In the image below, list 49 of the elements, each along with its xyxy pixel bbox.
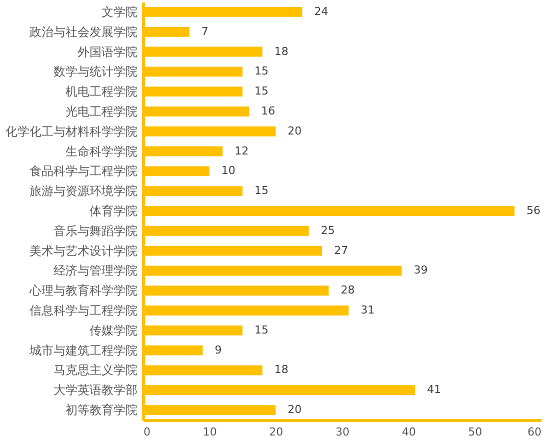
x-tick-label: 60 [528,426,542,438]
y-tick-label: 生命科学学院 [66,144,138,158]
y-tick-label: 政治与社会发展学院 [30,24,138,39]
data-label: 16 [261,104,276,118]
y-tick-label: 经济与管理学院 [54,264,138,278]
y-tick-label: 美术与艺术设计学院 [30,244,138,258]
y-tick-label: 心理与教育科学学院 [28,284,138,298]
y-tick-label: 文学院 [102,4,138,19]
y-tick-label: 食品科学与工程学院 [30,164,138,178]
y-tick-label: 外国语学院 [78,44,138,59]
data-label: 12 [234,144,249,158]
data-label: 15 [254,84,268,98]
data-label: 15 [254,64,268,78]
y-tick-label: 信息科学与工程学院 [30,304,138,318]
y-tick-label: 光电工程学院 [66,104,138,118]
data-label: 27 [334,244,348,257]
y-tick-label: 初等教育学院 [66,403,138,418]
data-label: 56 [526,204,540,217]
x-tick-label: 10 [202,426,217,438]
data-label: 39 [414,264,428,277]
data-label: 41 [426,383,441,396]
x-tick-label: 20 [269,426,284,438]
x-tick-label: 40 [402,426,416,438]
data-label: 24 [314,4,328,18]
data-label: 10 [221,164,236,178]
x-tick-label: 30 [336,426,350,438]
y-tick-label: 数学与统计学院 [54,64,138,79]
x-tick-label: 50 [468,426,482,438]
y-tick-label: 大学英语教学部 [54,383,138,398]
data-label: 15 [254,184,268,198]
data-label: 18 [274,44,288,58]
data-label: 28 [340,284,355,297]
y-tick-label: 音乐与舞蹈学院 [54,224,138,238]
y-tick-label: 体育学院 [90,204,138,218]
data-label: 18 [274,363,288,376]
data-label: 20 [288,124,302,138]
y-tick-label: 机电工程学院 [66,84,138,99]
x-tick-label: 0 [144,426,150,438]
data-label: 25 [320,224,335,237]
data-label: 7 [201,24,208,38]
data-label: 15 [254,323,268,336]
y-tick-label: 城市与建筑工程学院 [28,343,138,358]
data-label: 20 [288,403,302,416]
data-label: 31 [360,304,375,317]
data-label: 9 [214,343,222,356]
y-tick-label: 传媒学院 [90,323,138,338]
y-tick-label: 化学化工与材料科学学院 [6,124,138,138]
y-tick-label: 马克思主义学院 [54,363,138,378]
y-tick-label: 旅游与资源环境学院 [30,184,138,198]
